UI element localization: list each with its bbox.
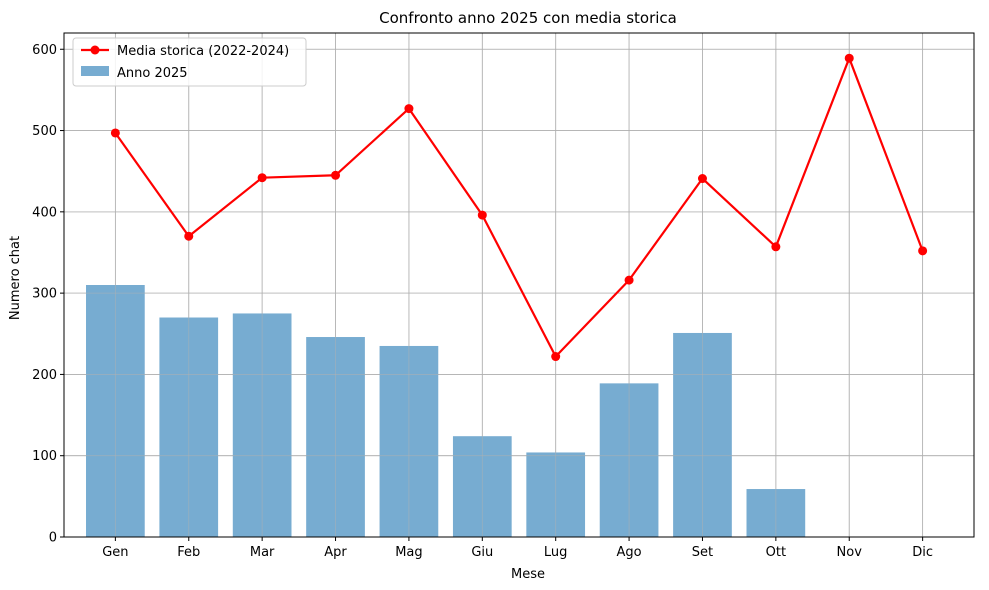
x-tick-label: Mag xyxy=(395,545,422,560)
x-tick-label: Nov xyxy=(837,545,863,560)
x-tick-label: Lug xyxy=(544,545,568,560)
point-gen xyxy=(110,128,120,138)
point-ago xyxy=(624,275,634,285)
point-apr xyxy=(331,170,341,180)
legend-entry-media-storica: Media storica (2022-2024) xyxy=(117,44,289,59)
point-nov xyxy=(844,53,854,63)
x-tick-label: Ago xyxy=(617,545,642,560)
axes: Gen Feb Mar Apr Mag Giu Lug Ago Set Ott Nov Dic 0 100… xyxy=(32,32,975,560)
x-tick-label: Dic xyxy=(912,545,933,560)
y-tick-label: 0 xyxy=(49,531,57,546)
x-tick-label: Ott xyxy=(766,545,786,560)
point-lug xyxy=(551,352,561,362)
legend-entry-anno-2025: Anno 2025 xyxy=(117,66,188,81)
x-tick-label: Gen xyxy=(102,545,128,560)
y-tick-label: 300 xyxy=(32,287,57,302)
line-media-storica xyxy=(114,57,924,358)
plot-frame xyxy=(63,32,975,538)
y-tick-label: 100 xyxy=(32,449,57,464)
x-tick-label: Apr xyxy=(324,545,347,560)
line-series xyxy=(110,53,928,362)
y-tick-label: 400 xyxy=(32,205,57,220)
x-axis-label: Mese xyxy=(511,567,545,582)
x-tick-label: Feb xyxy=(177,545,200,560)
x-tick-label: Mar xyxy=(250,545,275,560)
legend-frame xyxy=(72,37,307,87)
point-feb xyxy=(184,231,194,241)
legend: Media storica (2022-2024) Anno 2025 xyxy=(72,37,307,87)
point-mag xyxy=(404,104,414,114)
chart-title: Confronto anno 2025 con media storica xyxy=(379,9,677,27)
y-tick-label: 200 xyxy=(32,368,57,383)
point-ott xyxy=(771,242,781,252)
point-mar xyxy=(257,173,267,183)
x-tick-label: Giu xyxy=(471,545,493,560)
legend-line-marker xyxy=(90,45,100,55)
point-set xyxy=(697,174,707,184)
legend-bar-swatch xyxy=(81,66,109,76)
bars xyxy=(64,33,974,538)
point-dic xyxy=(918,246,928,256)
y-tick-label: 500 xyxy=(32,124,57,139)
point-giu xyxy=(477,210,487,220)
x-tick-label: Set xyxy=(692,545,713,560)
y-axis-label: Numero chat xyxy=(8,236,23,320)
y-tick-label: 600 xyxy=(32,43,57,58)
